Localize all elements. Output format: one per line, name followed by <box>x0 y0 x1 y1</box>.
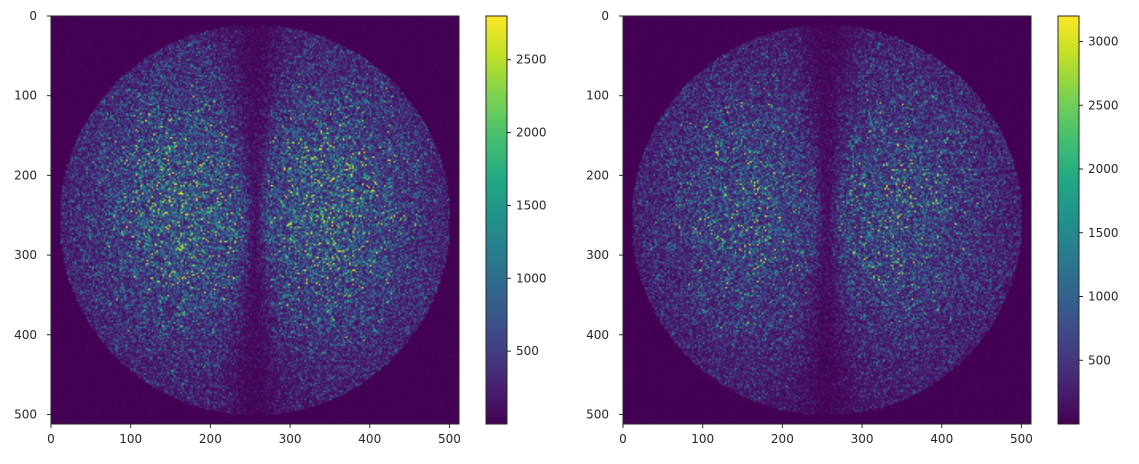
right-panel: 0 100 200 300 400 500 0 100 200 300 400 500 500 100… <box>586 9 1118 446</box>
right-plot-frame <box>622 15 1032 425</box>
left-x-tick-label: 0 <box>47 432 55 446</box>
left-colorbar-tick-label: 2000 <box>516 126 547 140</box>
left-x-axis: 0 100 200 300 400 500 <box>47 424 461 446</box>
left-y-tick-label: 100 <box>14 89 37 103</box>
left-y-tick-label: 500 <box>14 407 37 421</box>
left-colorbar-tick-label: 500 <box>516 344 539 358</box>
right-colorbar-tick-label: 1500 <box>1088 226 1119 240</box>
left-y-tick-label: 0 <box>29 9 37 23</box>
left-plot-frame <box>50 15 460 425</box>
left-panel: 0 100 200 300 400 500 0 100 200 300 400 500 500 100… <box>14 9 546 446</box>
right-x-tick-label: 200 <box>771 432 794 446</box>
left-x-tick-label: 300 <box>279 432 302 446</box>
right-colorbar-tick-label: 1000 <box>1088 290 1119 304</box>
left-heatmap-image <box>51 16 459 424</box>
right-x-axis: 0 100 200 300 400 500 <box>619 424 1033 446</box>
left-colorbar-axis: 500 1000 1500 2000 2500 <box>507 53 547 358</box>
right-colorbar-frame <box>1057 15 1080 425</box>
right-y-tick-label: 400 <box>586 328 609 342</box>
left-colorbar-tick-label: 1500 <box>516 198 547 212</box>
right-heatmap-image <box>623 16 1031 424</box>
left-x-tick-label: 500 <box>438 432 461 446</box>
right-colorbar-tick-label: 2500 <box>1088 98 1119 112</box>
right-y-tick-label: 300 <box>586 248 609 262</box>
right-x-tick-label: 0 <box>619 432 627 446</box>
right-colorbar-tick-label: 500 <box>1088 353 1111 367</box>
left-x-tick-label: 100 <box>119 432 142 446</box>
right-y-tick-label: 0 <box>601 9 609 23</box>
right-colorbar <box>1058 16 1079 424</box>
right-colorbar-axis: 500 1000 1500 2000 2500 3000 <box>1079 35 1119 367</box>
left-x-tick-label: 400 <box>358 432 381 446</box>
left-colorbar-tick-label: 2500 <box>516 53 547 67</box>
left-y-tick-label: 400 <box>14 328 37 342</box>
right-x-tick-label: 500 <box>1010 432 1033 446</box>
left-colorbar-tick-label: 1000 <box>516 271 547 285</box>
right-y-axis: 0 100 200 300 400 500 <box>586 9 623 421</box>
right-colorbar-tick-label: 2000 <box>1088 162 1119 176</box>
left-y-axis: 0 100 200 300 400 500 <box>14 9 51 421</box>
left-y-tick-label: 300 <box>14 248 37 262</box>
right-colorbar-tick-label: 3000 <box>1088 35 1119 49</box>
left-colorbar-frame <box>485 15 508 425</box>
right-x-tick-label: 300 <box>851 432 874 446</box>
right-x-tick-label: 100 <box>691 432 714 446</box>
left-y-tick-label: 200 <box>14 168 37 182</box>
right-y-tick-label: 100 <box>586 89 609 103</box>
right-y-tick-label: 500 <box>586 407 609 421</box>
right-y-tick-label: 200 <box>586 168 609 182</box>
right-x-tick-label: 400 <box>930 432 953 446</box>
left-colorbar <box>486 16 507 424</box>
left-x-tick-label: 200 <box>199 432 222 446</box>
